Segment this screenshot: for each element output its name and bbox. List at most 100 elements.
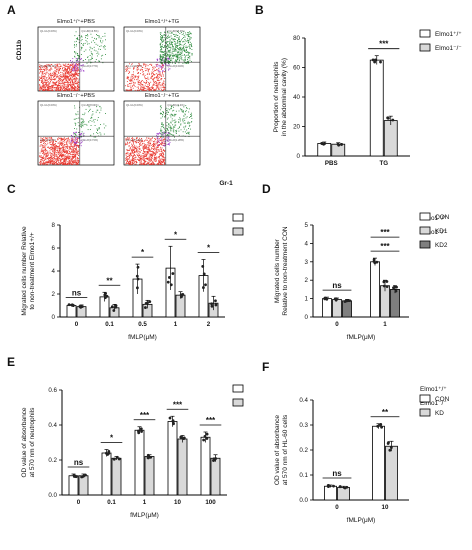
flow-dot xyxy=(153,143,155,145)
flow-dot xyxy=(59,160,61,162)
flow-dot xyxy=(40,140,42,141)
flow-dot xyxy=(90,125,92,126)
flow-dot xyxy=(58,83,60,85)
flow-dot xyxy=(179,120,181,122)
flow-dot xyxy=(69,143,71,145)
flow-dot xyxy=(77,159,79,161)
flow-dot xyxy=(65,151,67,153)
flow-dot xyxy=(47,142,49,144)
flow-dot xyxy=(53,82,55,84)
flow-dot xyxy=(55,83,57,85)
flow-dot xyxy=(168,134,169,136)
flow-dot xyxy=(44,81,46,83)
flow-dot xyxy=(77,88,79,89)
flow-dot xyxy=(78,39,80,41)
flow-quadrant-label: Q1-LL(89.7%) xyxy=(40,64,56,68)
flow-dot xyxy=(57,80,59,82)
flow-dot xyxy=(75,161,77,163)
flow-dot xyxy=(59,149,61,151)
flow-dot xyxy=(186,46,188,48)
flow-dot xyxy=(184,39,186,41)
flow-dot xyxy=(189,117,191,118)
flow-dot xyxy=(169,61,171,63)
flow-dot xyxy=(85,35,87,37)
flow-dot xyxy=(74,69,76,71)
flow-dot xyxy=(78,58,80,60)
significance-label: *** xyxy=(380,228,390,237)
flow-dot xyxy=(66,65,68,67)
flow-dot xyxy=(72,146,74,147)
data-point xyxy=(136,265,140,269)
y-tick-label: 40 xyxy=(293,94,300,101)
flow-dot xyxy=(63,162,65,164)
flow-dot xyxy=(158,144,160,146)
flow-dot xyxy=(59,142,61,144)
flow-dot xyxy=(147,65,149,67)
flow-dot xyxy=(135,151,137,153)
flow-dot xyxy=(177,57,179,59)
flow-dot xyxy=(137,141,139,143)
flow-dot xyxy=(187,121,189,123)
flow-dot xyxy=(180,54,182,55)
flow-dot xyxy=(147,158,149,159)
flow-dot xyxy=(62,73,64,75)
flow-dot xyxy=(50,74,52,76)
flow-dot xyxy=(130,87,132,89)
flow-dot xyxy=(175,130,176,132)
flow-dot xyxy=(161,139,163,141)
flow-dot xyxy=(66,75,68,77)
flow-dot xyxy=(129,154,131,156)
flow-dot xyxy=(75,51,77,53)
flow-dot xyxy=(133,77,135,79)
flow-dot xyxy=(156,148,158,150)
flow-dot xyxy=(154,159,156,161)
flow-dot xyxy=(54,153,56,155)
flow-dot xyxy=(160,133,162,135)
flow-dot xyxy=(69,82,71,84)
y-axis-label: Migrated cells number Relativeto non-tre… xyxy=(21,226,36,316)
flow-dot xyxy=(147,147,149,149)
flow-dot xyxy=(43,137,45,139)
flow-dot xyxy=(168,123,170,125)
flow-dot xyxy=(132,161,134,163)
flow-dot xyxy=(68,76,70,78)
flow-dot xyxy=(73,81,75,83)
flow-dot xyxy=(162,111,164,113)
flow-dot xyxy=(77,70,79,72)
flow-dot xyxy=(161,67,163,69)
flow-dot xyxy=(74,64,76,66)
flow-dot xyxy=(66,77,68,79)
flow-dot xyxy=(150,150,152,152)
flow-dot xyxy=(48,148,50,149)
y-tick-label: 0.0 xyxy=(48,492,57,499)
flow-dot xyxy=(62,79,64,81)
flow-dot xyxy=(72,152,74,153)
flow-dot xyxy=(71,66,73,68)
flow-dot xyxy=(154,152,155,154)
flow-dot xyxy=(48,87,50,88)
flow-dot xyxy=(59,158,61,159)
flow-dot xyxy=(53,160,55,162)
flow-dot xyxy=(87,35,89,37)
flow-dot xyxy=(60,79,61,81)
flow-dot xyxy=(125,85,127,87)
flow-dot xyxy=(67,162,69,164)
flow-dot xyxy=(78,147,80,149)
flow-dot xyxy=(168,143,170,145)
flow-dot xyxy=(190,45,192,47)
flow-dot xyxy=(50,76,52,78)
flow-dot xyxy=(46,82,47,84)
flow-dot xyxy=(51,64,52,65)
flow-dot xyxy=(50,146,52,148)
flow-dot xyxy=(88,59,90,61)
flow-dot xyxy=(62,77,64,78)
flow-dot xyxy=(74,144,76,146)
flow-dot xyxy=(60,163,62,164)
flow-dot xyxy=(142,152,144,154)
flow-dot xyxy=(51,155,53,157)
flow-dot xyxy=(60,137,62,139)
flow-dot xyxy=(55,147,57,149)
flow-dot xyxy=(66,151,68,153)
flow-dot xyxy=(168,58,170,60)
flow-dot xyxy=(96,55,98,57)
